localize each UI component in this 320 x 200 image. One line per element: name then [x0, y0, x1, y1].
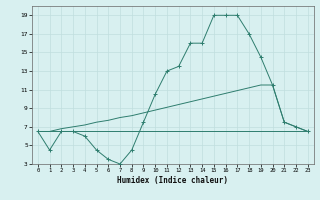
X-axis label: Humidex (Indice chaleur): Humidex (Indice chaleur) [117, 176, 228, 185]
